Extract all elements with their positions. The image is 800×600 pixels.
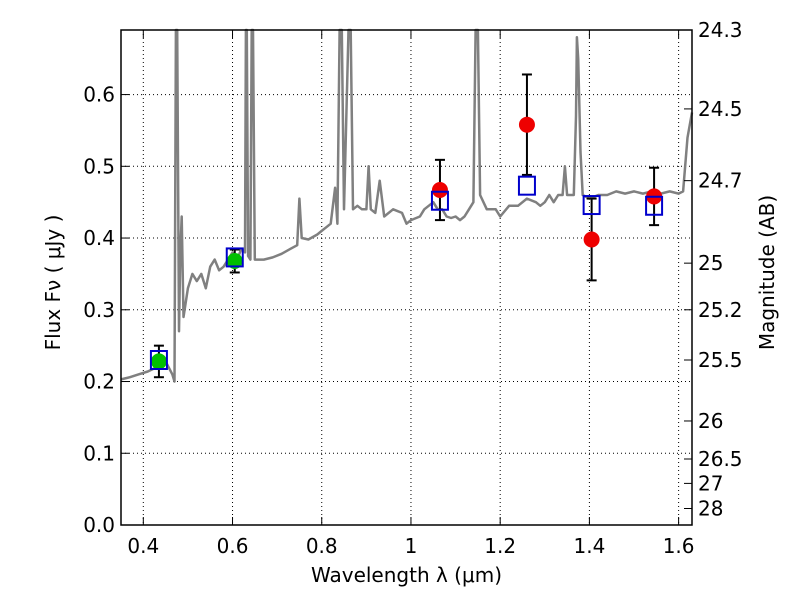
gridlines — [121, 30, 692, 526]
sed-model-line — [120, 28, 694, 383]
x-tick-label: 1.2 — [484, 534, 516, 558]
mag-tick-label: 26.5 — [698, 447, 743, 471]
x-tick-label: 1 — [405, 534, 418, 558]
mag-tick-label: 25.2 — [698, 298, 743, 322]
x-tick-label: 0.6 — [217, 534, 249, 558]
x-tick-label: 0.4 — [127, 534, 159, 558]
x-tick-label: 0.8 — [306, 534, 338, 558]
mag-tick-label: 24.5 — [698, 97, 743, 121]
mag-tick-label: 28 — [698, 497, 723, 521]
y-tick-label: 0.2 — [83, 370, 115, 394]
circle-marker — [431, 181, 448, 198]
mag-tick-label: 27 — [698, 471, 723, 495]
x-axis-label: Wavelength λ (μm) — [311, 563, 502, 587]
square-marker — [149, 350, 168, 370]
circle-marker — [518, 116, 535, 133]
square-marker — [582, 195, 601, 216]
square-marker — [430, 190, 449, 211]
y-tick-label: 0.6 — [83, 83, 115, 107]
mag-tick-label: 26 — [698, 409, 723, 433]
x-tick-label: 1.4 — [573, 534, 605, 558]
mag-tick-label: 24.3 — [698, 18, 743, 42]
y-tick-label: 0.3 — [83, 298, 115, 322]
sed-model-curve — [120, 28, 694, 383]
y2-axis-label: Magnitude (AB) — [755, 195, 779, 350]
plot-frame — [120, 29, 693, 526]
circle-marker — [583, 231, 600, 248]
mag-tick-label: 25.5 — [698, 348, 743, 372]
mag-tick-label: 24.7 — [698, 169, 743, 193]
y-tick-label: 0.4 — [83, 226, 115, 250]
y-tick-label: 0.0 — [83, 513, 115, 537]
y-tick-label: 0.1 — [83, 441, 115, 465]
square-marker — [225, 247, 244, 268]
axis-ticks: 0.4 0.6 0.8 1 1.2 1.4 1.6 0.0 0.1 0.2 0.3 0.4 0.5 0.6… — [83, 18, 742, 558]
y-axis-label: Flux Fν ( μJy ) — [41, 215, 65, 351]
x-tick-label: 1.6 — [663, 534, 695, 558]
circle-marker — [150, 353, 167, 370]
square-marker — [645, 195, 664, 216]
mag-tick-label: 25 — [698, 251, 723, 275]
photometry-points — [149, 73, 664, 379]
square-marker — [517, 175, 536, 196]
y-tick-label: 0.5 — [83, 154, 115, 178]
